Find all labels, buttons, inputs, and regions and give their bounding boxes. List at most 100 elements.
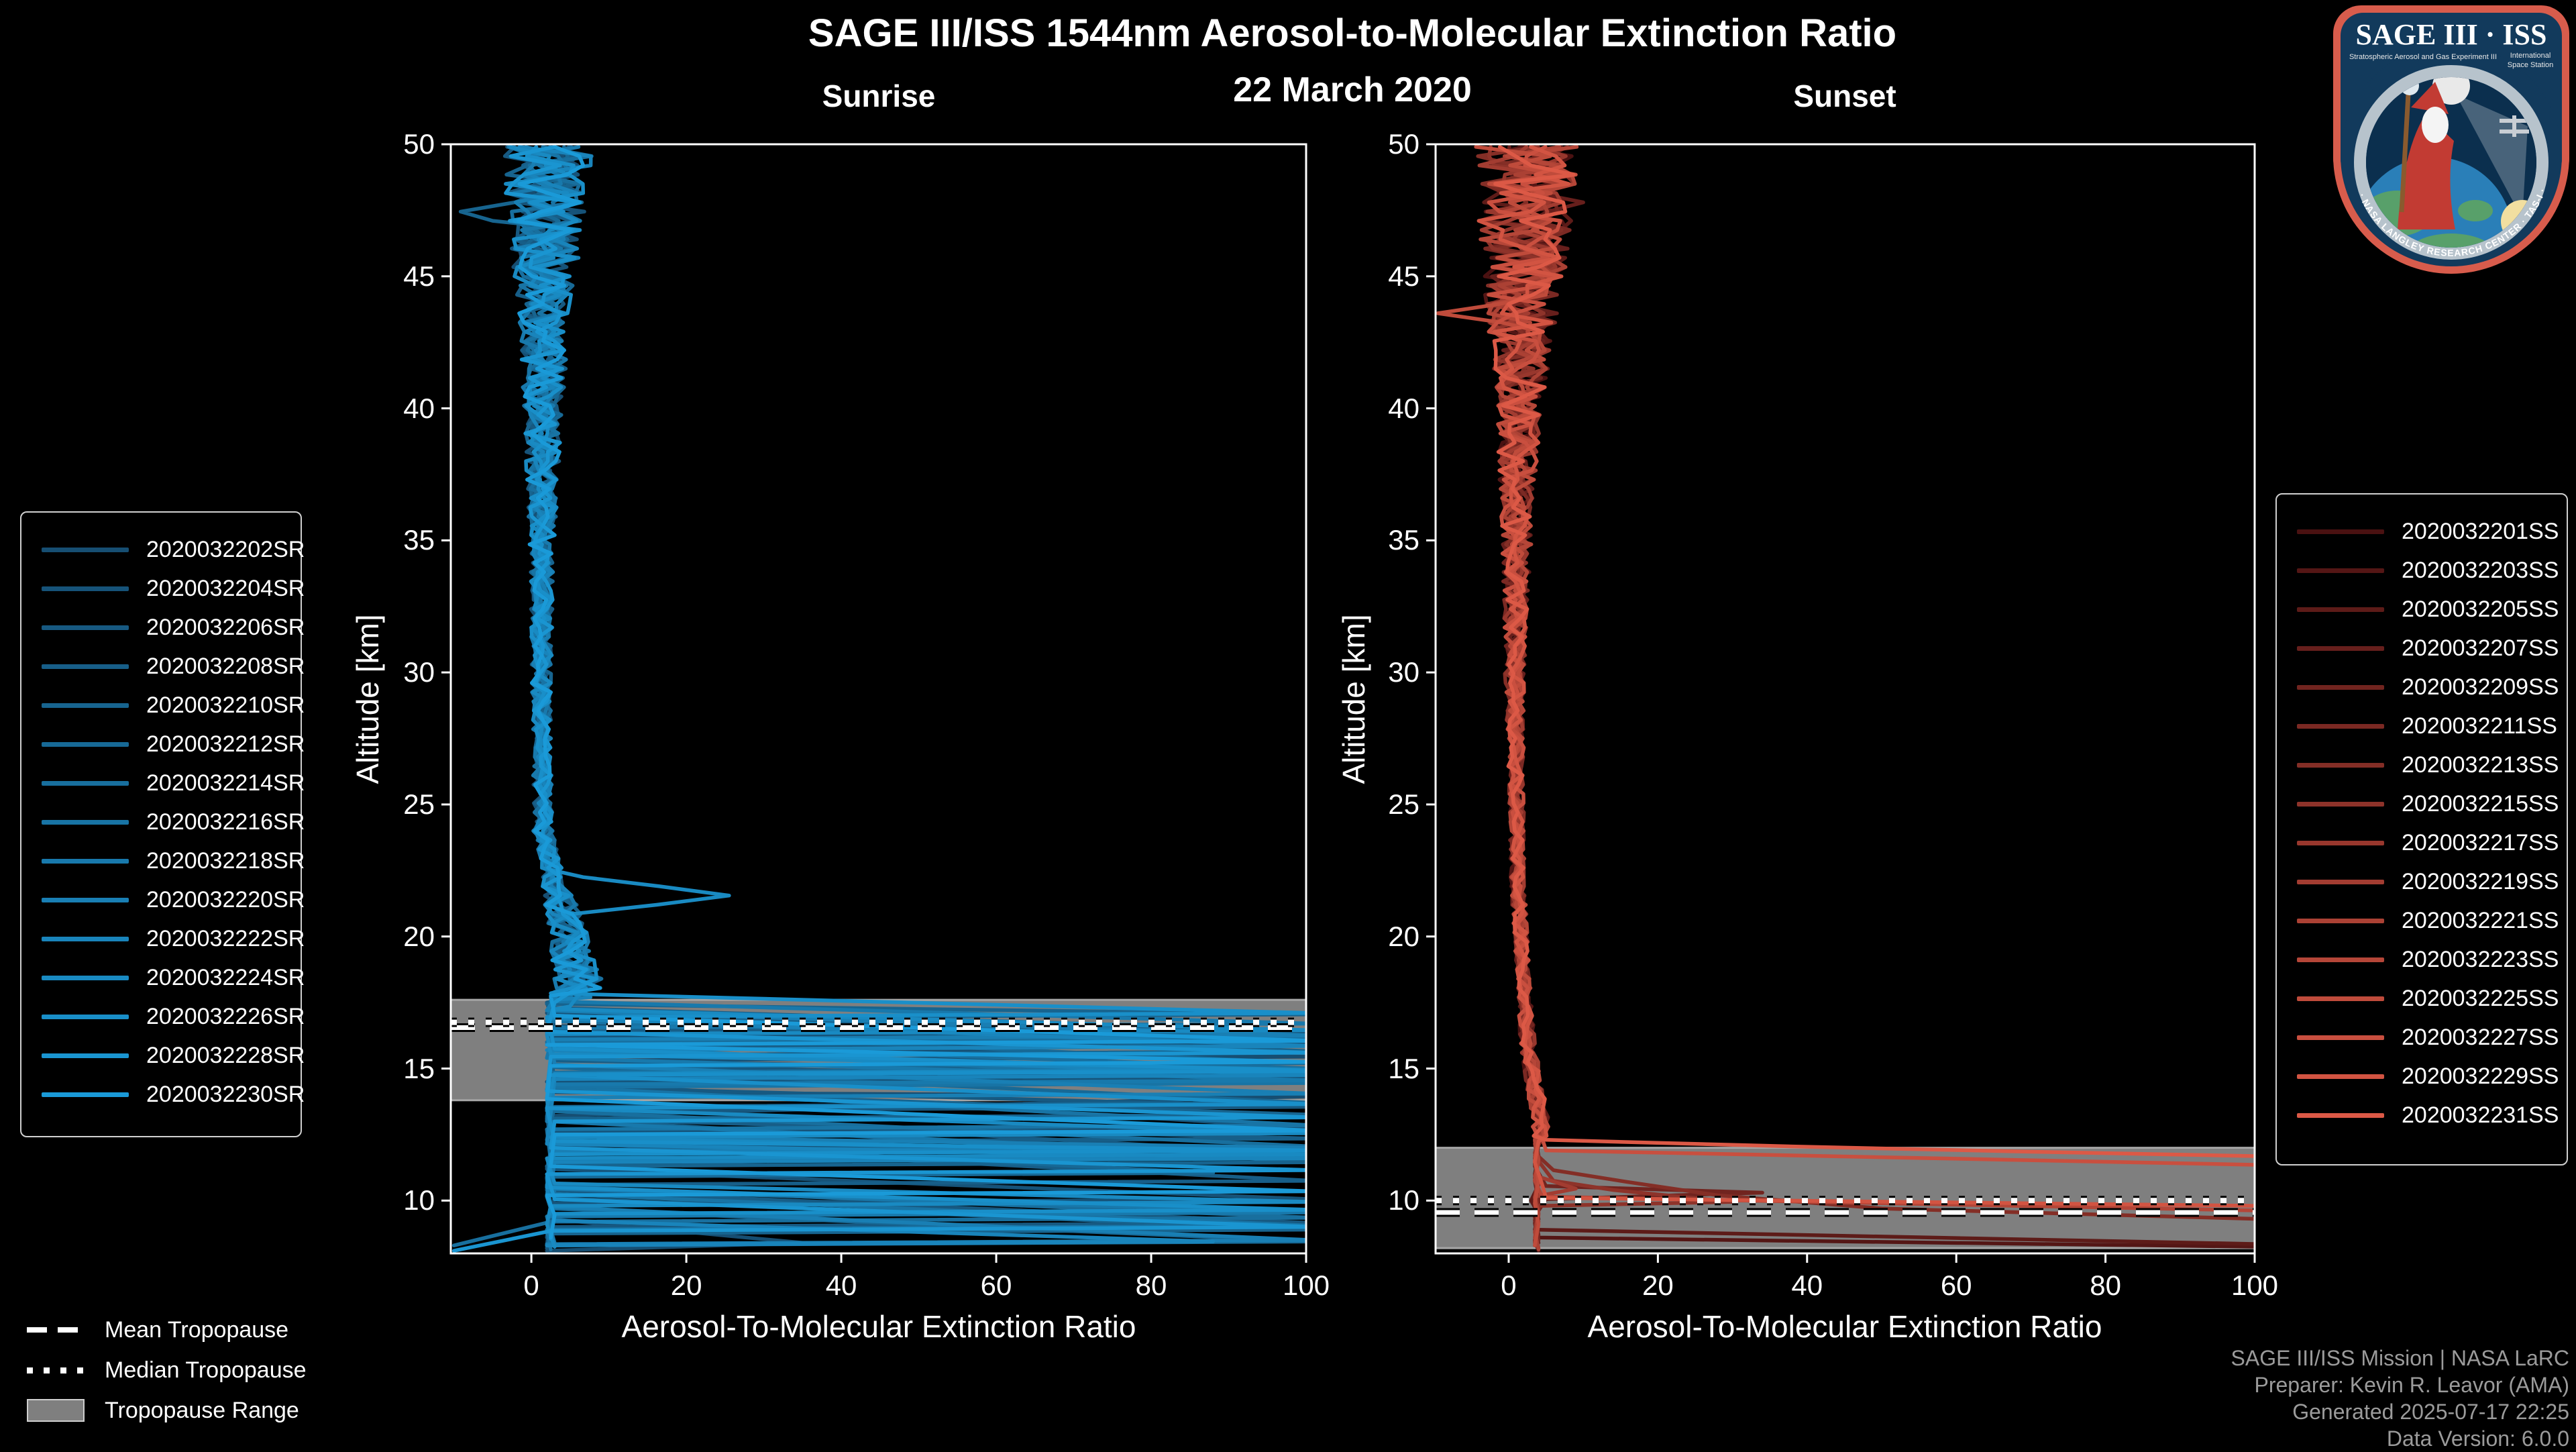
legend-item: 2020032219SS [2297, 862, 2559, 901]
legend-item: 2020032214SR [42, 764, 305, 802]
x-tick-label: 80 [2090, 1269, 2121, 1301]
legend-sunset-list: 2020032201SS 2020032203SS 2020032205SS 2020… [2297, 512, 2559, 1135]
legend-line-swatch-icon [42, 547, 129, 552]
axes-frame-sunrise [449, 143, 1307, 1255]
legend-item-label: 2020032218SR [146, 847, 305, 874]
legend-item: 2020032202SR [42, 530, 305, 569]
logo-title: SAGE III · ISS [2356, 18, 2547, 51]
legend-item-label: 2020032212SR [146, 731, 305, 757]
sage-iii-iss-mission-patch-logo: SAGE III · ISS Stratospheric Aerosol and… [2333, 5, 2569, 274]
series-line-2020032205SS [1482, 145, 2255, 1246]
legend-line-swatch-icon [2297, 840, 2384, 845]
legend-item-label: 2020032204SR [146, 575, 305, 601]
y-tick-label: 50 [1388, 128, 1419, 160]
legend-line-swatch-icon [2297, 568, 2384, 573]
legend-line-swatch-icon [42, 625, 129, 630]
legend-item-label: 2020032210SR [146, 692, 305, 718]
legend-item-label: 2020032209SS [2402, 674, 2559, 700]
series-line-2020032231SS [1492, 145, 2255, 1158]
legend-line-swatch-icon [2297, 1112, 2384, 1118]
legend-line-swatch-icon [42, 703, 129, 708]
legend-item-label: 2020032203SS [2402, 557, 2559, 583]
plot-area-sunset [1436, 145, 2255, 1253]
legend-line-swatch-icon [2297, 529, 2384, 534]
legend-line-swatch-icon [2297, 918, 2384, 923]
legend-item-label: 2020032207SS [2402, 635, 2559, 661]
legend-item: 2020032228SR [42, 1036, 305, 1075]
legend-line-swatch-icon [42, 741, 129, 747]
legend-item: 2020032207SS [2297, 629, 2559, 668]
legend-mean-tropopause: Mean Tropopause [27, 1310, 307, 1350]
x-tick-label: 100 [1282, 1269, 1330, 1301]
y-tick-label: 35 [1388, 524, 1419, 556]
legend-line-swatch-icon [2297, 723, 2384, 729]
plot-area-sunrise [451, 145, 1306, 1253]
x-axis-label-sunrise: Aerosol-To-Molecular Extinction Ratio [621, 1309, 1136, 1344]
legend-line-swatch-icon [2297, 684, 2384, 690]
legend-item: 2020032205SS [2297, 590, 2559, 629]
legend-line-swatch-icon [2297, 762, 2384, 768]
y-tick-label: 45 [1388, 260, 1419, 292]
y-axis-label-sunrise: Altitude [km] [350, 614, 385, 784]
x-tick-label: 40 [825, 1269, 857, 1301]
x-tick-label: 0 [523, 1269, 539, 1301]
y-tick-label: 25 [403, 788, 435, 820]
series-line-2020032213SS [1476, 145, 2255, 1221]
x-tick-label: 100 [2231, 1269, 2279, 1301]
legend-line-swatch-icon [2297, 879, 2384, 884]
legend-item-label: 2020032201SS [2402, 518, 2559, 544]
legend-item-label: 2020032223SS [2402, 946, 2559, 972]
logo-iss-icon [2500, 115, 2529, 137]
legend-item: 2020032215SS [2297, 784, 2559, 823]
y-tick-label: 40 [1388, 392, 1419, 424]
legend-item: 2020032217SS [2297, 823, 2559, 862]
legend-item: 2020032211SS [2297, 707, 2557, 745]
legend-sunrise-list: 2020032202SR 2020032204SR 2020032206SR 2020… [42, 530, 305, 1114]
logo-wizard [2398, 77, 2455, 229]
legend-item: 2020032230SR [42, 1075, 305, 1114]
y-tick-label: 30 [1388, 656, 1419, 688]
y-tick-label: 15 [403, 1052, 435, 1084]
legend-item: 2020032210SR [42, 686, 305, 725]
mean-tropopause-label: Mean Tropopause [105, 1316, 289, 1343]
legend-item-label: 2020032215SS [2402, 790, 2559, 817]
y-tick-label: 25 [1388, 788, 1419, 820]
legend-item-label: 2020032208SR [146, 653, 305, 679]
legend-line-swatch-icon [42, 819, 129, 825]
legend-item: 2020032227SS [2297, 1018, 2559, 1057]
legend-item: 2020032225SS [2297, 979, 2559, 1018]
y-tick-label: 15 [1388, 1052, 1419, 1084]
y-tick-label: 20 [403, 920, 435, 952]
legend-item: 2020032231SS [2297, 1096, 2559, 1135]
y-axis-label-sunset: Altitude [km] [1336, 614, 1371, 784]
legend-line-swatch-icon [2297, 645, 2384, 651]
legend-line-swatch-icon [2297, 1074, 2384, 1079]
legend-line-swatch-icon [42, 1092, 129, 1097]
legend-item-label: 2020032219SS [2402, 868, 2559, 894]
series-line-2020032223SS [1479, 145, 2255, 1212]
series-line-2020032203SS [1479, 145, 2255, 1249]
tropopause-legend: Mean Tropopause Median Tropopause Tropop… [27, 1310, 307, 1431]
legend-item-label: 2020032214SR [146, 770, 305, 796]
legend-line-swatch-icon [42, 1014, 129, 1019]
y-tick-label: 30 [403, 656, 435, 688]
legend-item-label: 2020032205SS [2402, 596, 2559, 622]
logo-subtitle-right2: Space Station [2508, 61, 2554, 69]
axes-frame-sunset [1434, 143, 2256, 1255]
legend-line-swatch-icon [2297, 607, 2384, 612]
series-line-2020032230SR [516, 145, 1306, 1240]
x-tick-label: 60 [980, 1269, 1012, 1301]
y-tick-label: 45 [403, 260, 435, 292]
subtitle-sunset: Sunset [1793, 79, 1896, 113]
legend-item: 2020032216SR [42, 802, 305, 841]
footer-mission: SAGE III/ISS Mission | NASA LaRC [2231, 1346, 2569, 1370]
legend-line-swatch-icon [42, 1053, 129, 1058]
subtitle-sunrise: Sunrise [822, 79, 936, 113]
legend-item-label: 2020032220SR [146, 886, 305, 913]
legend-line-swatch-icon [42, 664, 129, 669]
legend-item: 2020032222SR [42, 919, 305, 958]
legend-item-label: 2020032216SR [146, 809, 305, 835]
series-line-2020032229SS [1477, 145, 2255, 1208]
tropopause-range-swatch-icon [27, 1399, 85, 1422]
legend-item: 2020032208SR [42, 647, 305, 686]
